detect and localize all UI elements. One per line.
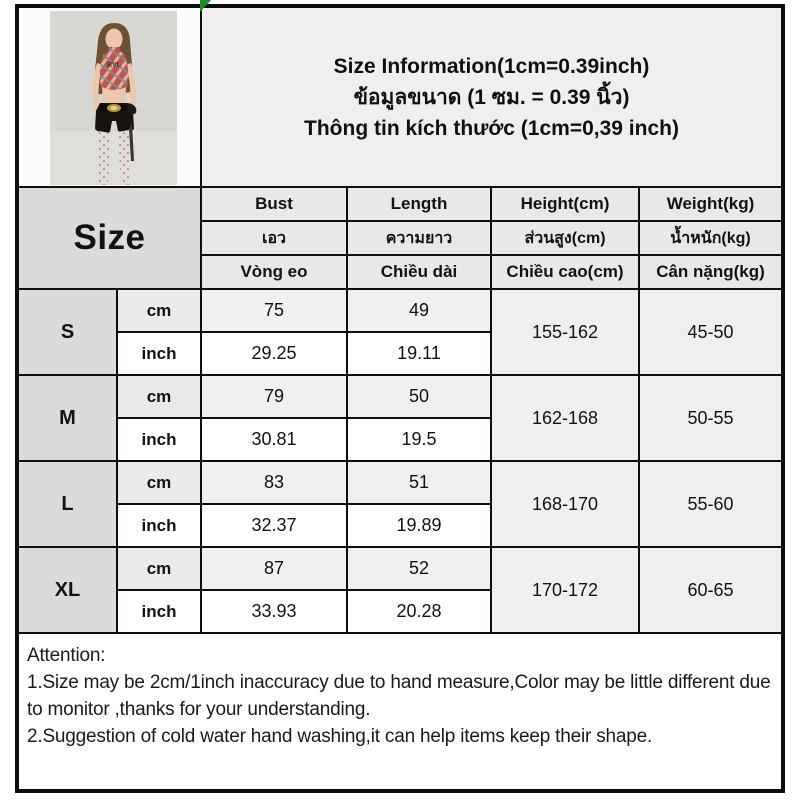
title-thai: ข้อมูลขนาด (1 ซม. = 0.39 นิ้ว) [353, 85, 630, 109]
s-bust-inch: 29.25 [202, 333, 346, 374]
xl-height: 170-172 [492, 548, 638, 632]
unit-inch-m: inch [118, 419, 200, 460]
header-weight-vi: Cân nặng(kg) [640, 256, 781, 288]
s-weight: 45-50 [640, 290, 781, 374]
xl-bust-inch: 33.93 [202, 591, 346, 632]
header-height-en: Height(cm) [492, 188, 638, 220]
header-bust-th: เอว [202, 222, 346, 254]
size-label-m: M [19, 376, 116, 460]
model-illustration: RVL [50, 10, 177, 185]
size-label-l: L [19, 462, 116, 546]
unit-cm-m: cm [118, 376, 200, 417]
header-bust-en: Bust [202, 188, 346, 220]
attention-notes: Attention: 1.Size may be 2cm/1inch inacc… [19, 634, 781, 789]
s-length-cm: 49 [348, 290, 490, 331]
header-length-vi: Chiều dài [348, 256, 490, 288]
product-photo-cell: RVL [19, 8, 200, 186]
svg-text:RVL: RVL [107, 62, 122, 69]
unit-cm-xl: cm [118, 548, 200, 589]
l-height: 168-170 [492, 462, 638, 546]
s-length-inch: 19.11 [348, 333, 490, 374]
m-bust-inch: 30.81 [202, 419, 346, 460]
m-height: 162-168 [492, 376, 638, 460]
s-bust-cm: 75 [202, 290, 346, 331]
xl-length-cm: 52 [348, 548, 490, 589]
title-vietnamese: Thông tin kích thước (1cm=0,39 inch) [304, 116, 679, 140]
product-photo: RVL [50, 10, 177, 185]
green-corner-marker-icon [200, 0, 211, 12]
title-english: Size Information(1cm=0.39inch) [333, 54, 650, 78]
m-weight: 50-55 [640, 376, 781, 460]
l-bust-inch: 32.37 [202, 505, 346, 546]
xl-bust-cm: 87 [202, 548, 346, 589]
size-label-s: S [19, 290, 116, 374]
header-weight-th: น้ำหนัก(kg) [640, 222, 781, 254]
size-info-title: Size Information(1cm=0.39inch) ข้อมูลขนา… [202, 8, 781, 186]
unit-inch-l: inch [118, 505, 200, 546]
unit-cm-l: cm [118, 462, 200, 503]
l-weight: 55-60 [640, 462, 781, 546]
size-chart-table: RVL Size Information(1cm=0.39inch) ข้อมู… [15, 4, 785, 793]
l-length-cm: 51 [348, 462, 490, 503]
unit-cm-s: cm [118, 290, 200, 331]
header-bust-vi: Vòng eo [202, 256, 346, 288]
size-column-header: Size [19, 188, 200, 288]
unit-inch-s: inch [118, 333, 200, 374]
size-label-xl: XL [19, 548, 116, 632]
header-weight-en: Weight(kg) [640, 188, 781, 220]
l-length-inch: 19.89 [348, 505, 490, 546]
attention-note-2: 2.Suggestion of cold water hand washing,… [27, 726, 653, 747]
xl-weight: 60-65 [640, 548, 781, 632]
attention-note-1: 1.Size may be 2cm/1inch inaccuracy due t… [27, 672, 771, 720]
m-bust-cm: 79 [202, 376, 346, 417]
header-height-th: ส่วนสูง(cm) [492, 222, 638, 254]
header-length-th: ความยาว [348, 222, 490, 254]
unit-inch-xl: inch [118, 591, 200, 632]
header-height-vi: Chiều cao(cm) [492, 256, 638, 288]
header-length-en: Length [348, 188, 490, 220]
s-height: 155-162 [492, 290, 638, 374]
l-bust-cm: 83 [202, 462, 346, 503]
xl-length-inch: 20.28 [348, 591, 490, 632]
m-length-cm: 50 [348, 376, 490, 417]
m-length-inch: 19.5 [348, 419, 490, 460]
attention-heading: Attention: [27, 645, 106, 666]
